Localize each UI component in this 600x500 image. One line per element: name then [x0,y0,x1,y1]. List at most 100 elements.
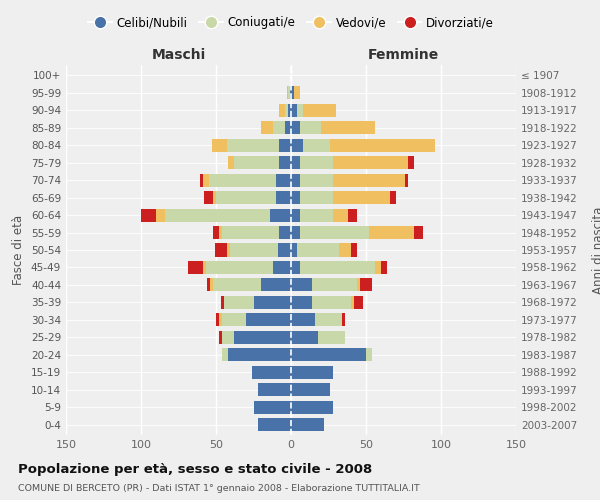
Bar [318,330,345,344]
Bar [276,191,291,204]
Bar [223,296,254,309]
Bar [270,208,291,222]
Bar [381,261,387,274]
Bar [405,174,408,186]
Bar [203,261,205,274]
Bar [216,191,276,204]
Bar [279,226,291,239]
Bar [300,226,369,239]
Bar [291,208,300,222]
Bar [219,330,222,344]
Bar [321,122,375,134]
Bar [285,122,291,134]
Bar [348,208,357,222]
Bar [228,348,291,362]
Bar [222,314,246,326]
Bar [375,261,381,274]
Bar [285,104,288,117]
Bar [303,104,336,117]
Bar [291,226,300,239]
Bar [279,156,291,170]
Bar [203,174,209,186]
Bar [291,366,333,378]
Bar [333,174,405,186]
Y-axis label: Fasce di età: Fasce di età [13,215,25,285]
Bar [300,122,321,134]
Bar [187,261,203,274]
Bar [213,191,216,204]
Bar [300,174,333,186]
Bar [258,383,291,396]
Bar [276,174,291,186]
Bar [291,400,333,413]
Bar [212,138,227,152]
Text: COMUNE DI BERCETO (PR) - Dati ISTAT 1° gennaio 2008 - Elaborazione TUTTITALIA.IT: COMUNE DI BERCETO (PR) - Dati ISTAT 1° g… [18,484,420,493]
Bar [279,104,285,117]
Bar [291,278,312,291]
Bar [261,278,291,291]
Bar [291,244,297,256]
Bar [390,191,396,204]
Bar [156,208,165,222]
Bar [297,244,339,256]
Bar [258,418,291,431]
Bar [219,226,222,239]
Bar [315,314,342,326]
Bar [141,208,156,222]
Bar [291,383,330,396]
Bar [333,156,408,170]
Bar [273,122,285,134]
Bar [366,348,372,362]
Bar [227,138,279,152]
Bar [216,314,219,326]
Text: Maschi: Maschi [151,48,206,62]
Bar [360,278,372,291]
Bar [222,348,228,362]
Bar [300,156,333,170]
Bar [357,278,360,291]
Bar [204,191,213,204]
Bar [219,314,222,326]
Bar [227,244,229,256]
Bar [209,174,276,186]
Bar [291,296,312,309]
Bar [229,244,277,256]
Bar [354,296,363,309]
Bar [291,138,303,152]
Bar [261,122,273,134]
Bar [199,174,203,186]
Bar [300,208,333,222]
Bar [291,314,315,326]
Bar [300,191,333,204]
Bar [342,314,345,326]
Bar [291,122,300,134]
Bar [290,86,291,100]
Bar [291,330,318,344]
Bar [312,296,351,309]
Bar [205,261,273,274]
Bar [254,400,291,413]
Bar [339,244,351,256]
Bar [291,348,366,362]
Bar [165,208,270,222]
Bar [291,104,297,117]
Bar [210,278,213,291]
Bar [291,174,300,186]
Text: Femmine: Femmine [368,48,439,62]
Bar [330,138,435,152]
Bar [300,261,375,274]
Text: Popolazione per età, sesso e stato civile - 2008: Popolazione per età, sesso e stato civil… [18,462,372,475]
Bar [297,104,303,117]
Bar [291,418,324,431]
Bar [333,191,390,204]
Bar [291,156,300,170]
Bar [291,191,300,204]
Legend: Celibi/Nubili, Coniugati/e, Vedovi/e, Divorziati/e: Celibi/Nubili, Coniugati/e, Vedovi/e, Di… [83,12,499,34]
Bar [215,244,227,256]
Bar [408,156,414,170]
Bar [222,226,279,239]
Bar [234,330,291,344]
Bar [273,261,291,274]
Bar [351,244,357,256]
Bar [351,296,354,309]
